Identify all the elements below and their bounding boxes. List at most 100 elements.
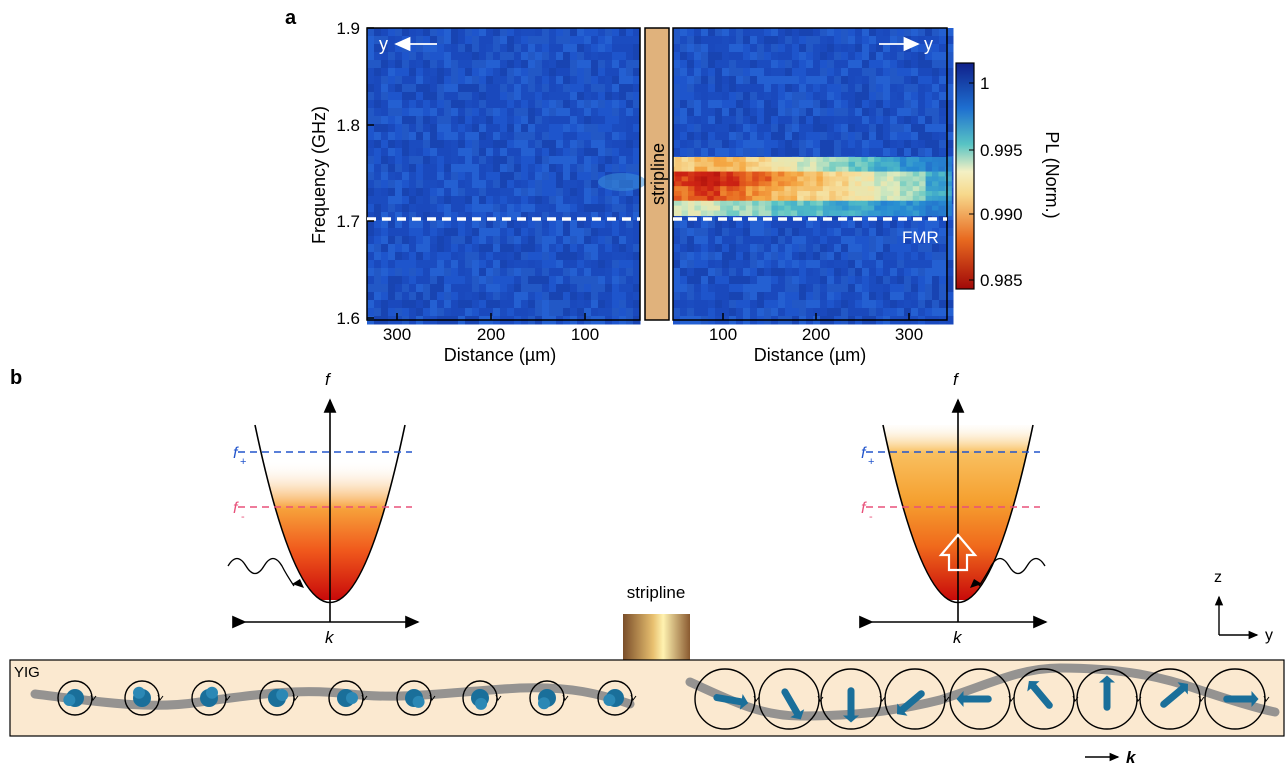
heatmap-noise-cell bbox=[374, 204, 382, 213]
heatmap-noise-cell bbox=[701, 244, 709, 253]
heatmap-noise-cell bbox=[897, 244, 905, 253]
heatmap-noise-cell bbox=[437, 44, 445, 53]
heatmap-noise-cell bbox=[750, 84, 758, 93]
heatmap-signal-cell bbox=[732, 161, 740, 168]
heatmap-noise-cell bbox=[437, 76, 445, 85]
heatmap-noise-cell bbox=[855, 148, 863, 157]
heatmap-noise-cell bbox=[736, 292, 744, 301]
heatmap-noise-cell bbox=[577, 228, 585, 237]
heatmap-noise-cell bbox=[388, 156, 396, 165]
heatmap-noise-cell bbox=[423, 84, 431, 93]
heatmap-noise-cell bbox=[890, 116, 898, 125]
heatmap-noise-cell bbox=[563, 60, 571, 69]
heatmap-noise-cell bbox=[542, 60, 550, 69]
heatmap-signal-cell bbox=[726, 186, 734, 192]
heatmap-noise-cell bbox=[904, 44, 912, 53]
heatmap-signal-cell bbox=[829, 200, 837, 207]
heatmap-noise-cell bbox=[827, 268, 835, 277]
heatmap-signal-cell bbox=[681, 161, 689, 168]
heatmap-noise-cell bbox=[402, 156, 410, 165]
heatmap-noise-cell bbox=[570, 132, 578, 141]
heatmap-noise-cell bbox=[708, 212, 716, 221]
heatmap-noise-cell bbox=[792, 300, 800, 309]
heatmap-noise-cell bbox=[771, 84, 779, 93]
heatmap-signal-cell bbox=[842, 156, 850, 163]
heatmap-noise-cell bbox=[925, 116, 933, 125]
heatmap-noise-cell bbox=[841, 60, 849, 69]
heatmap-signal-cell bbox=[822, 176, 830, 182]
heatmap-noise-cell bbox=[528, 260, 536, 269]
heatmap-noise-cell bbox=[514, 116, 522, 125]
heatmap-signal-cell bbox=[739, 161, 747, 168]
heatmap-noise-cell bbox=[708, 260, 716, 269]
heatmap-noise-cell bbox=[834, 268, 842, 277]
heatmap-noise-cell bbox=[395, 268, 403, 277]
heatmap-noise-cell bbox=[584, 252, 592, 261]
heatmap-signal-cell bbox=[835, 166, 843, 173]
heatmap-noise-cell bbox=[570, 60, 578, 69]
heatmap-noise-cell bbox=[542, 300, 550, 309]
heatmap-noise-cell bbox=[528, 300, 536, 309]
heatmap-noise-cell bbox=[694, 292, 702, 301]
heatmap-noise-cell bbox=[514, 180, 522, 189]
heatmap-noise-cell bbox=[806, 276, 814, 285]
heatmap-noise-cell bbox=[743, 36, 751, 45]
heatmap-noise-cell bbox=[722, 140, 730, 149]
heatmap-signal-cell bbox=[687, 191, 696, 197]
heatmap-noise-cell bbox=[750, 268, 758, 277]
heatmap-noise-cell bbox=[869, 300, 877, 309]
heatmap-noise-cell bbox=[521, 212, 529, 221]
heatmap-noise-cell bbox=[584, 244, 592, 253]
heatmap-signal-cell bbox=[816, 186, 824, 192]
colorbar-title: PL (Norm.) bbox=[1042, 131, 1062, 218]
heatmap-noise-cell bbox=[834, 220, 842, 229]
heatmap-noise-cell bbox=[591, 220, 599, 229]
heatmap-noise-cell bbox=[904, 228, 912, 237]
heatmap-noise-cell bbox=[743, 132, 751, 141]
heatmap-noise-cell bbox=[423, 276, 431, 285]
heatmap-noise-cell bbox=[549, 308, 557, 317]
heatmap-noise-cell bbox=[778, 276, 786, 285]
heatmap-noise-cell bbox=[430, 300, 438, 309]
heatmap-noise-cell bbox=[722, 228, 730, 237]
heatmap-noise-cell bbox=[743, 292, 751, 301]
heatmap-noise-cell bbox=[472, 220, 480, 229]
heatmap-noise-cell bbox=[785, 124, 793, 133]
heatmap-noise-cell bbox=[743, 28, 751, 37]
heatmap-noise-cell bbox=[444, 228, 452, 237]
heatmap-noise-cell bbox=[584, 228, 592, 237]
heatmap-noise-cell bbox=[598, 140, 606, 149]
heatmap-signal-cell bbox=[912, 176, 920, 182]
heatmap-signal-cell bbox=[938, 186, 946, 192]
heatmap-noise-cell bbox=[535, 108, 543, 117]
heatmap-noise-cell bbox=[521, 268, 529, 277]
heatmap-noise-cell bbox=[771, 68, 779, 77]
heatmap-noise-cell bbox=[577, 36, 585, 45]
heatmap-noise-cell bbox=[708, 36, 716, 45]
heatmap-noise-cell bbox=[869, 236, 877, 245]
heatmap-noise-cell bbox=[855, 252, 863, 261]
heatmap-signal-cell bbox=[880, 156, 888, 163]
heatmap-noise-cell bbox=[528, 244, 536, 253]
heatmap-signal-cell bbox=[919, 176, 927, 182]
heatmap-noise-cell bbox=[778, 220, 786, 229]
heatmap-noise-cell bbox=[848, 260, 856, 269]
heatmap-noise-cell bbox=[743, 276, 751, 285]
heatmap-noise-cell bbox=[381, 36, 389, 45]
heatmap-signal-cell bbox=[874, 166, 882, 173]
heatmap-noise-cell bbox=[444, 28, 452, 37]
heatmap-noise-cell bbox=[598, 276, 606, 285]
heatmap-noise-cell bbox=[925, 76, 933, 85]
heatmap-noise-cell bbox=[493, 244, 501, 253]
heatmap-noise-cell bbox=[563, 188, 571, 197]
heatmap-noise-cell bbox=[757, 28, 765, 37]
heatmap-noise-cell bbox=[750, 116, 758, 125]
heatmap-noise-cell bbox=[500, 276, 508, 285]
heatmap-noise-cell bbox=[736, 308, 744, 317]
heatmap-noise-cell bbox=[855, 36, 863, 45]
heatmap-noise-cell bbox=[626, 60, 634, 69]
heatmap-noise-cell bbox=[395, 172, 403, 181]
heatmap-noise-cell bbox=[619, 44, 627, 53]
heatmap-signal-cell bbox=[803, 166, 811, 173]
heatmap-noise-cell bbox=[633, 60, 641, 69]
